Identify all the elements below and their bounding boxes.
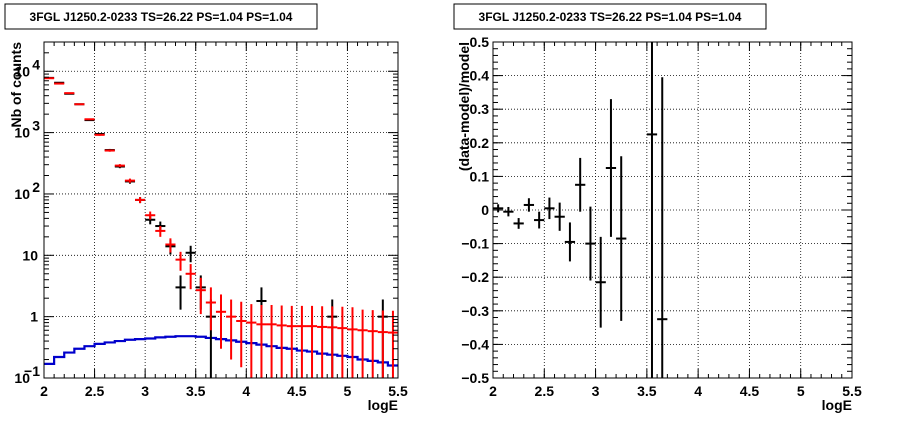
residual-x-axis-label: logE <box>822 397 852 413</box>
x-tick-label: 5.5 <box>842 383 862 399</box>
y-tick-label: 10 <box>14 370 30 386</box>
y-tick-label: 0.4 <box>470 68 490 84</box>
counts-plot-frame <box>43 41 399 379</box>
y-tick-label: −0.2 <box>461 269 489 285</box>
y-tick-label: −0.5 <box>461 370 489 386</box>
y-tick-label: 10 <box>14 186 30 202</box>
x-tick-label: 4.5 <box>287 383 307 399</box>
x-tick-label: 3 <box>592 383 600 399</box>
residual-xtick-labels: 2 2.5 3 3.5 4 4.5 5 5.5 <box>489 383 862 399</box>
counts-y-axis-label: Nb of counts <box>8 42 24 128</box>
y-tick-label: 10 <box>14 125 30 141</box>
x-tick-label: 3 <box>141 383 149 399</box>
counts-step-line <box>44 335 398 367</box>
residual-y-axis-label: (data-model)/model <box>456 42 472 171</box>
y-tick-label: 1 <box>30 309 38 325</box>
x-tick-label: 5 <box>797 383 805 399</box>
y-tick-label: 0.2 <box>470 135 490 151</box>
x-tick-label: 4.5 <box>740 383 760 399</box>
x-tick-label: 2 <box>489 383 497 399</box>
residual-ticks <box>492 41 853 379</box>
x-tick-label: 3.5 <box>637 383 657 399</box>
residual-grid <box>493 42 852 378</box>
residual-panel: 2 2.5 3 3.5 4 4.5 5 5.5 −0.5 −0.4 −0.3 −0.2 −0.1 0 0.… <box>453 3 862 413</box>
y-tick-exponent: 2 <box>32 179 40 195</box>
counts-ticks <box>43 41 399 379</box>
residual-plot-frame <box>492 41 853 379</box>
x-tick-label: 3.5 <box>186 383 206 399</box>
y-tick-label: −0.3 <box>461 303 489 319</box>
counts-points <box>44 76 398 378</box>
residual-ytick-labels: −0.5 −0.4 −0.3 −0.2 −0.1 0 0.1 0.2 0.3 0.4 0.5 <box>461 34 489 386</box>
x-tick-label: 5.5 <box>388 383 408 399</box>
y-tick-label: −0.4 <box>461 336 489 352</box>
y-tick-exponent: 4 <box>32 56 40 72</box>
x-tick-label: 2 <box>40 383 48 399</box>
y-tick-label: −0.1 <box>461 236 489 252</box>
model-step-line <box>44 335 398 367</box>
y-tick-label: 0.1 <box>470 168 490 184</box>
residual-title-box <box>453 3 767 30</box>
y-tick-label: 10 <box>22 247 38 263</box>
x-tick-label: 5 <box>344 383 352 399</box>
counts-xtick-labels: 2 2.5 3 3.5 4 4.5 5 5.5 <box>40 383 408 399</box>
counts-title: 3FGL J1250.2-0233 TS=26.22 PS=1.04 PS=1.… <box>30 10 293 24</box>
y-tick-exponent: −1 <box>24 363 40 379</box>
residual-points <box>493 42 668 378</box>
y-tick-exponent: 3 <box>32 118 40 134</box>
x-tick-label: 2.5 <box>85 383 105 399</box>
residual-title: 3FGL J1250.2-0233 TS=26.22 PS=1.04 PS=1.… <box>479 10 742 24</box>
counts-x-axis-label: logE <box>368 397 398 413</box>
x-tick-label: 4 <box>694 383 702 399</box>
y-tick-label: 0.3 <box>470 101 490 117</box>
x-tick-label: 4 <box>242 383 250 399</box>
x-tick-label: 2.5 <box>535 383 555 399</box>
counts-title-box <box>4 3 318 30</box>
y-tick-label: 0 <box>481 202 489 218</box>
y-tick-label: 0.5 <box>470 34 490 50</box>
y-tick-label: 10 <box>14 63 30 79</box>
